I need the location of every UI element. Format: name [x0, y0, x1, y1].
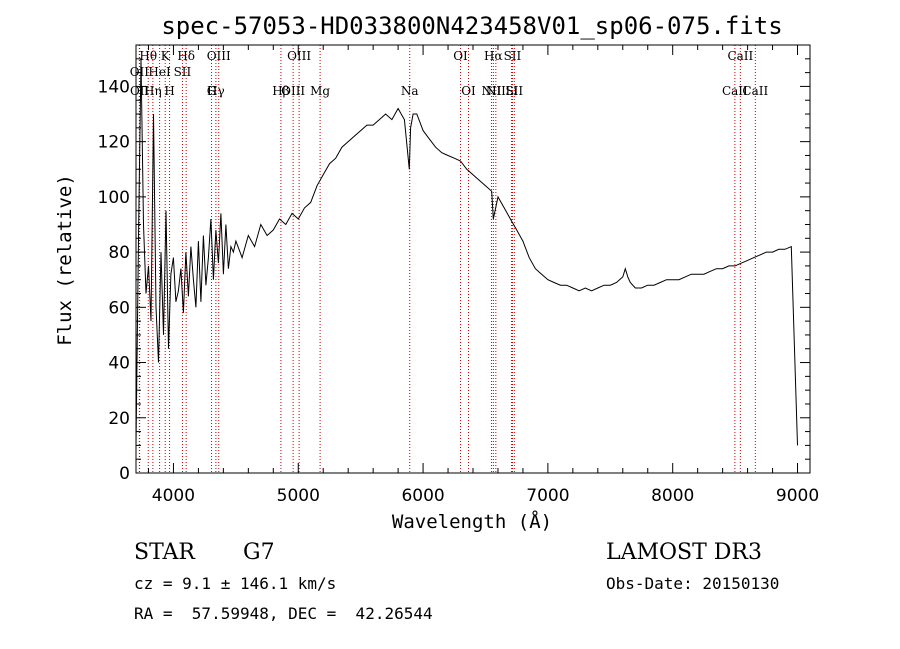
line-marker-label: CaII — [742, 84, 768, 98]
x-axis-ticks: 4000 5000 6000 7000 8000 9000 — [147, 45, 819, 506]
line-marker-label: OI — [453, 49, 468, 63]
y-tick-label: 80 — [108, 243, 130, 263]
y-tick-label: 0 — [119, 464, 130, 484]
line-marker-label: Hγ — [207, 84, 225, 98]
line-marker-label: NII — [481, 84, 501, 98]
flux-series-line — [135, 58, 798, 446]
line-marker-label: Na — [401, 84, 419, 98]
x-tick-label: 7000 — [526, 486, 569, 506]
line-marker-label: OIII — [207, 49, 231, 63]
y-axis-ticks: 0 20 40 60 80 100 120 140 — [98, 58, 810, 484]
line-marker-label: SII — [174, 65, 192, 79]
y-tick-label: 40 — [108, 354, 130, 374]
y-tick-label: 100 — [98, 188, 130, 208]
y-tick-label: 120 — [98, 133, 130, 153]
y-tick-label: 20 — [108, 409, 130, 429]
line-marker-label: Hβ — [272, 84, 289, 98]
line-marker-label: OI — [461, 84, 476, 98]
line-marker-label: OIII — [281, 84, 305, 98]
plot-frame — [135, 44, 811, 474]
line-marker-label: Hδ — [177, 49, 195, 63]
line-marker-label: H — [164, 84, 174, 98]
coordinates: RA = 57.59948, DEC = 42.26544 — [134, 604, 433, 623]
line-marker-label: Hθ — [139, 49, 157, 63]
x-tick-label: 9000 — [776, 486, 819, 506]
line-marker-label: HeI — [148, 65, 171, 79]
chart-title: spec-57053-HD033800N423458V01_sp06-075.f… — [161, 12, 782, 40]
line-marker-label: K — [161, 49, 171, 63]
x-tick-label: 5000 — [277, 486, 320, 506]
line-marker-label: OII — [130, 65, 150, 79]
line-marker-label: CaII — [722, 84, 748, 98]
y-tick-label: 60 — [108, 298, 130, 318]
line-markers — [138, 45, 756, 473]
y-axis-label: Flux (relative) — [54, 174, 76, 346]
object-class: STAR — [134, 540, 195, 565]
x-tick-label: 8000 — [651, 486, 694, 506]
x-tick-label: 4000 — [152, 486, 195, 506]
line-marker-label: Hη — [144, 84, 162, 98]
line-marker-label: OIII — [287, 49, 311, 63]
line-marker-label: NII — [486, 84, 506, 98]
line-marker-label: Li — [506, 84, 518, 98]
line-marker-label: G — [207, 84, 217, 98]
line-marker-label: SII — [505, 84, 523, 98]
line-marker-label: OII — [130, 84, 150, 98]
line-marker-label: Mg — [310, 84, 330, 98]
y-tick-label: 140 — [98, 77, 130, 97]
line-marker-label: Hα — [484, 49, 503, 63]
object-subclass: G7 — [243, 540, 275, 565]
x-tick-label: 6000 — [401, 486, 444, 506]
line-marker-label: CaII — [727, 49, 753, 63]
line-marker-label: SII — [504, 49, 522, 63]
x-axis-label: Wavelength (Å) — [392, 510, 552, 533]
redshift-text: cz = 9.1 ± 146.1 km/s — [134, 574, 337, 593]
survey-name: LAMOST DR3 — [606, 540, 762, 565]
obs-date: Obs-Date: 20150130 — [606, 574, 780, 593]
